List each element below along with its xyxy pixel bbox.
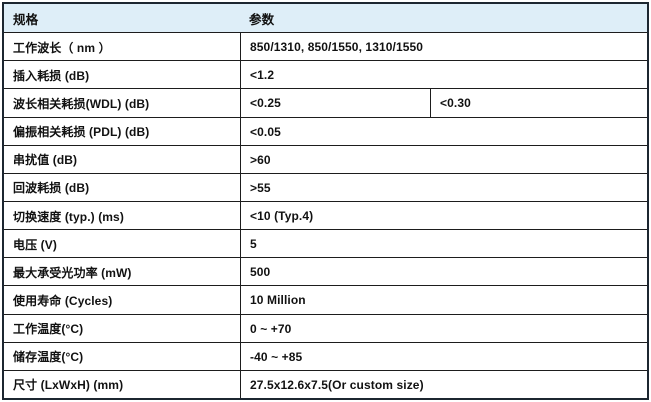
- spec-value-operating-temp: 0 ~ +70: [240, 313, 647, 342]
- spec-label-storage-temp: 储存温度(°C): [4, 341, 240, 370]
- spec-value-voltage: 5: [240, 229, 647, 258]
- spec-value-crosstalk: >60: [240, 144, 647, 173]
- spec-value-storage-temp: -40 ~ +85: [240, 341, 647, 370]
- spec-value-wdl-1: <0.25: [240, 88, 430, 117]
- spec-value-dimensions: 27.5x12.6x7.5(Or custom size): [240, 369, 647, 398]
- spec-label-max-power: 最大承受光功率 (mW): [4, 257, 240, 285]
- spec-label-crosstalk: 串扰值 (dB): [4, 144, 240, 173]
- spec-value-max-power: 500: [240, 257, 647, 286]
- spec-label-lifetime: 使用寿命 (Cycles): [4, 285, 240, 313]
- spec-value-return-loss: >55: [240, 172, 647, 201]
- spec-label-switching-speed: 切换速度 (typ.) (ms): [4, 200, 240, 229]
- spec-label-wdl: 波长相关耗损(WDL) (dB): [4, 88, 240, 116]
- spec-value-pdl: <0.05: [240, 116, 647, 145]
- spec-value-wavelength: 850/1310, 850/1550, 1310/1550: [240, 32, 647, 61]
- spec-label-voltage: 电压 (V): [4, 229, 240, 257]
- header-cell-param: 参数: [240, 4, 647, 33]
- spec-label-insertion-loss: 插入耗损 (dB): [4, 60, 240, 88]
- spec-label-pdl: 偏振相关耗损 (PDL) (dB): [4, 116, 240, 145]
- spec-value-switching-speed: <10 (Typ.4): [240, 200, 647, 230]
- spec-value-wdl-2: <0.30: [430, 88, 647, 117]
- spec-label-dimensions: 尺寸 (LxWxH) (mm): [4, 369, 240, 398]
- spec-label-wavelength: 工作波长（ nm ）: [4, 32, 240, 60]
- header-cell-spec: 规格: [4, 4, 240, 33]
- spec-value-insertion-loss: <1.2: [240, 60, 647, 89]
- spec-label-return-loss: 回波耗损 (dB): [4, 172, 240, 201]
- spec-label-operating-temp: 工作温度(°C): [4, 313, 240, 342]
- spec-value-lifetime: 10 Million: [240, 285, 647, 314]
